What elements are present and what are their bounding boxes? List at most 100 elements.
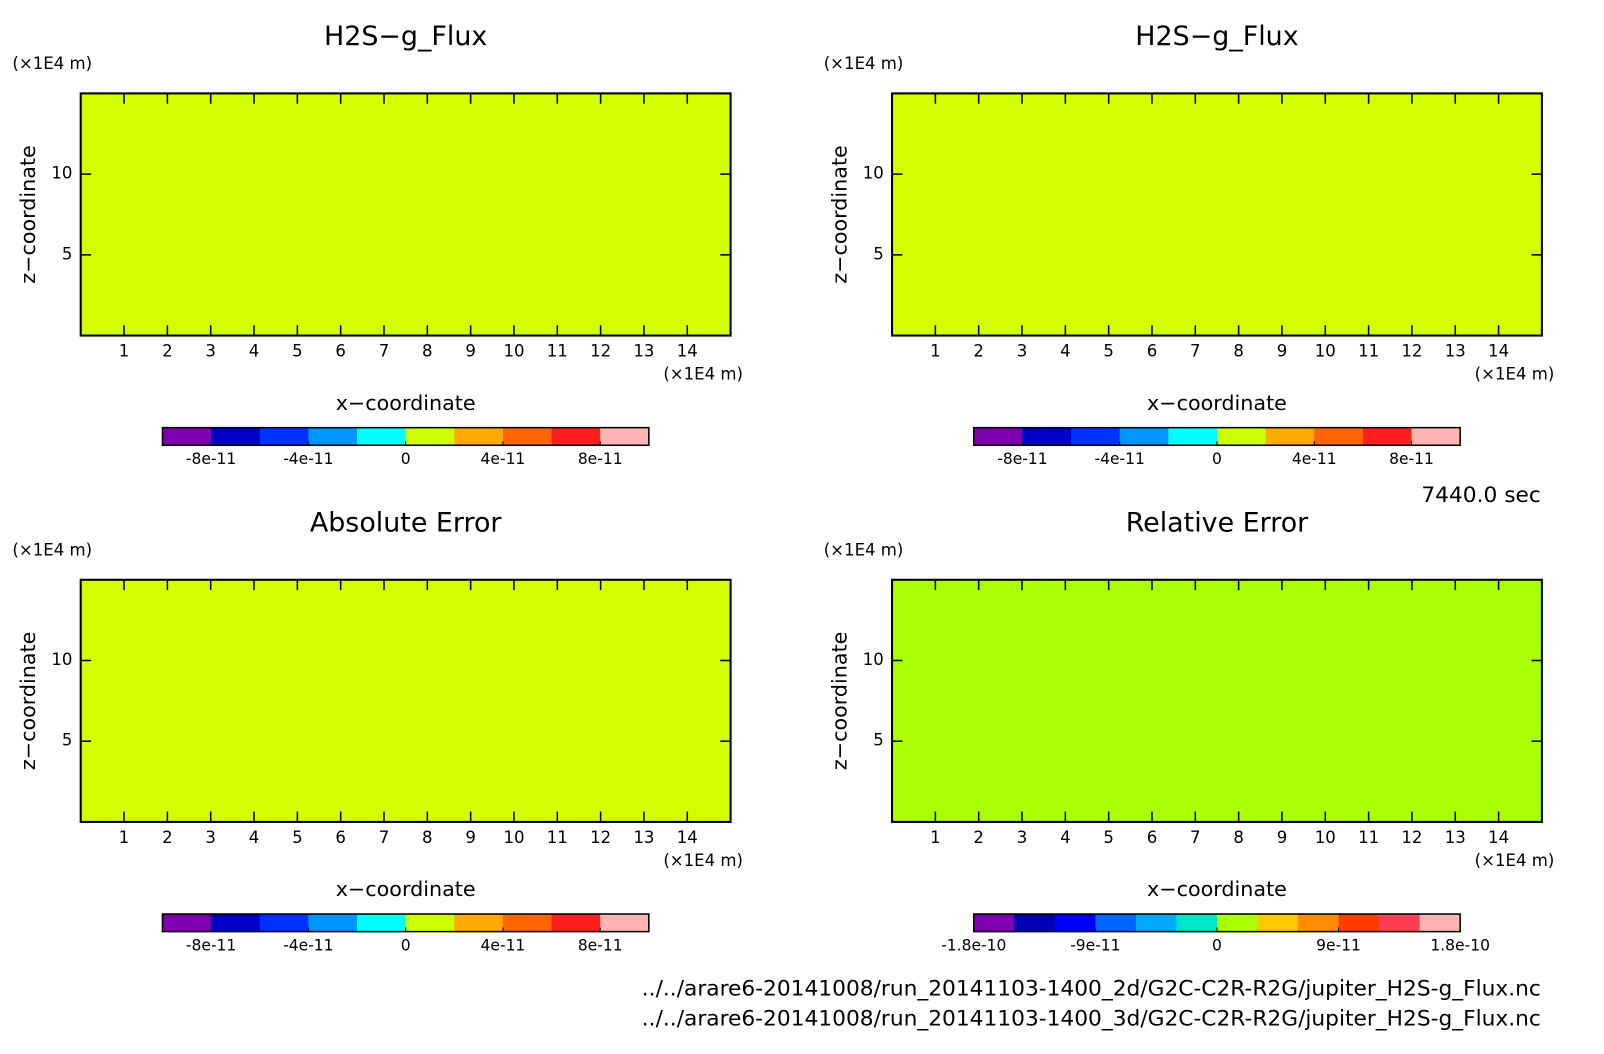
field [892, 93, 1542, 336]
title: Absolute Error [310, 507, 503, 538]
colorbar-segment [454, 427, 504, 446]
x-tick-label: 1 [119, 342, 130, 361]
x-tick-label: 14 [1488, 342, 1509, 361]
colorbar-segment [1168, 427, 1218, 446]
colorbar-segment [1216, 914, 1259, 932]
colorbar-segment [162, 427, 212, 446]
field [892, 579, 1542, 822]
x-unit: (×1E4 m) [1475, 851, 1555, 870]
x-tick-label: 12 [590, 342, 611, 361]
title: H2S−g_Flux [1135, 21, 1298, 52]
x-tick-label: 6 [1147, 342, 1158, 361]
colorbar-tick-label: 9e-11 [1316, 937, 1361, 955]
time-label: 7440.0 sec [1421, 483, 1541, 508]
x-tick-label: 2 [973, 342, 984, 361]
colorbar-segment [1119, 427, 1169, 446]
colorbar-segment [600, 427, 650, 446]
colorbar-segment [600, 914, 650, 932]
x-tick-label: 1 [930, 828, 941, 847]
colorbar-segment [357, 427, 407, 446]
x-tick-label: 1 [930, 342, 941, 361]
x-tick-label: 3 [1017, 828, 1028, 847]
colorbar-segment [973, 427, 1023, 446]
colorbar-tick-label: 0 [401, 937, 411, 955]
x-tick-label: 14 [677, 342, 698, 361]
colorbar-segment [1022, 427, 1072, 446]
y-tick-label: 5 [873, 244, 884, 263]
colorbar-segment [1095, 914, 1137, 932]
x-tick-label: 11 [1358, 828, 1379, 847]
colorbar-segment [1265, 427, 1315, 446]
x-tick-label: 13 [633, 828, 654, 847]
y-tick-label: 5 [62, 731, 73, 750]
colorbar-segment [308, 427, 358, 446]
x-tick-label: 10 [503, 342, 524, 361]
x-tick-label: 10 [1315, 828, 1336, 847]
y-tick-label: 10 [863, 164, 884, 183]
x-tick-label: 11 [547, 828, 568, 847]
colorbar-tick-label: 8e-11 [578, 450, 623, 468]
colorbar-segment [502, 427, 553, 446]
plot-frame [79, 92, 732, 337]
x-tick-label: 2 [973, 828, 984, 847]
colorbar-tick-label: -4e-11 [283, 450, 333, 468]
file-label: ../../arare6-20141008/run_20141103-1400_… [642, 977, 1541, 1002]
colorbar-tick-label: -4e-11 [1095, 450, 1145, 468]
x-tick-label: 14 [1488, 828, 1509, 847]
colorbar-segment [1135, 914, 1177, 932]
x-tick-label: 6 [1147, 828, 1158, 847]
y-unit: (×1E4 m) [12, 540, 92, 559]
x-tick-label: 11 [1358, 342, 1379, 361]
colorbar-segment [973, 914, 1015, 932]
y-axis-label: z−coordinate [827, 632, 851, 771]
colorbar-segment [1054, 914, 1096, 932]
y-tick-label: 10 [51, 650, 72, 669]
colorbar-segment [1014, 914, 1056, 932]
x-tick-label: 2 [162, 342, 173, 361]
x-tick-label: 12 [590, 828, 611, 847]
x-tick-label: 8 [422, 828, 433, 847]
x-tick-label: 13 [633, 342, 654, 361]
x-tick-label: 8 [1233, 342, 1244, 361]
colorbar-tick-label: -4e-11 [283, 937, 333, 955]
x-tick-label: 13 [1445, 828, 1466, 847]
colorbar-segment [1071, 427, 1121, 446]
x-tick-label: 4 [249, 342, 260, 361]
x-tick-label: 5 [1103, 828, 1114, 847]
colorbar-tick-label: 4e-11 [481, 937, 526, 955]
x-tick-label: 8 [1233, 828, 1244, 847]
x-axis-label: x−coordinate [1147, 877, 1287, 901]
x-axis-label: x−coordinate [1147, 391, 1287, 415]
title: Relative Error [1126, 507, 1309, 538]
colorbar-segment [1257, 914, 1299, 932]
colorbar-segment [551, 427, 601, 446]
colorbar-segment [454, 914, 504, 932]
x-tick-label: 7 [1190, 828, 1201, 847]
y-axis-label: z−coordinate [827, 145, 851, 284]
x-tick-label: 7 [379, 828, 390, 847]
y-tick-label: 5 [873, 731, 884, 750]
colorbar-segment [1314, 427, 1364, 446]
colorbar-segment [1176, 914, 1218, 932]
plot-frame [890, 92, 1543, 337]
colorbar-segment [1419, 914, 1461, 932]
y-unit: (×1E4 m) [824, 540, 904, 559]
x-tick-label: 5 [292, 342, 303, 361]
x-tick-label: 6 [335, 342, 346, 361]
title: H2S−g_Flux [324, 21, 487, 52]
x-tick-label: 7 [1190, 342, 1201, 361]
colorbar-segment [1362, 427, 1413, 446]
x-unit: (×1E4 m) [663, 851, 743, 870]
colorbar-tick-label: 8e-11 [1389, 450, 1434, 468]
y-tick-label: 10 [51, 164, 72, 183]
file-label: ../../arare6-20141008/run_20141103-1400_… [642, 1007, 1541, 1032]
colorbar-segment [1298, 914, 1340, 932]
colorbar-segment [357, 914, 407, 932]
colorbar-tick-label: -9e-11 [1070, 937, 1120, 955]
x-tick-label: 12 [1401, 828, 1422, 847]
field [80, 93, 731, 336]
y-axis-label: z−coordinate [16, 145, 40, 284]
colorbar-tick-label: 0 [1212, 450, 1222, 468]
field [80, 579, 731, 822]
